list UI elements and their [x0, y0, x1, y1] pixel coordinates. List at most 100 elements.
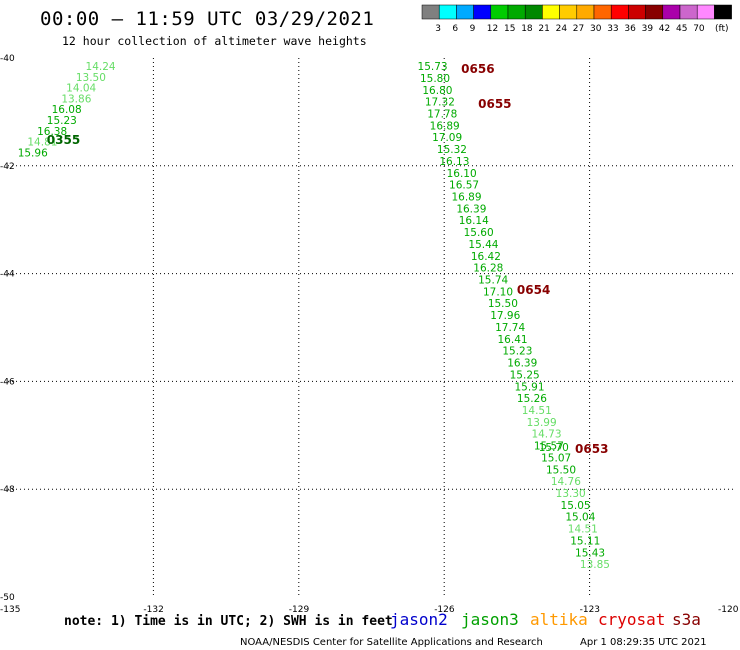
x-tick-label: -126	[434, 605, 455, 615]
y-tick-label: -50	[0, 593, 15, 603]
x-tick-label: -120	[718, 605, 739, 615]
swh-value: 13.99	[527, 417, 557, 429]
colorbar-label: 15	[504, 24, 515, 34]
x-tick-label: -132	[143, 605, 163, 615]
pass-time-label: 0656	[461, 62, 494, 76]
swh-value: 16.80	[422, 85, 452, 97]
credit-text: NOAA/NESDIS Center for Satellite Applica…	[240, 637, 543, 648]
swh-value: 15.04	[565, 512, 595, 524]
swh-value: 17.78	[427, 109, 457, 121]
colorbar-swatch	[421, 4, 440, 20]
colorbar-label: 30	[590, 24, 602, 34]
colorbar: 3 6 9 12 15 18 21 24 27 30 33 36 39 42 45 70 (ft)	[421, 4, 732, 34]
colorbar-label: 45	[676, 24, 687, 34]
satellite-cryosat: cryosat	[598, 610, 665, 629]
y-tick-label: -42	[0, 162, 15, 172]
swh-value: 14.73	[531, 429, 561, 441]
colorbar-swatch	[456, 4, 474, 20]
colorbar-label: 18	[521, 24, 533, 34]
swh-value: 17.96	[490, 310, 520, 322]
swh-value: 15.96	[18, 147, 48, 159]
x-tick-label: -123	[580, 605, 600, 615]
swh-value: 17.32	[425, 97, 455, 109]
pass-time-label: 0655	[478, 97, 511, 111]
swh-value: 16.57	[449, 180, 479, 192]
colorbar-swatch	[679, 4, 698, 20]
swh-value: 16.08	[52, 104, 82, 116]
colorbar-swatch	[628, 4, 646, 20]
swh-value: 14.24	[86, 61, 116, 73]
swh-value: 15.32	[437, 144, 467, 156]
swh-value: 15.07	[541, 452, 571, 464]
swh-value: 15.50	[488, 298, 518, 310]
swh-value: 17.10	[483, 286, 513, 298]
swh-value: 14.81	[27, 137, 57, 149]
colorbar-label: 24	[556, 24, 568, 34]
swh-value: 15.50	[546, 464, 576, 476]
swh-value: 16.28	[473, 263, 503, 275]
pass-time-label: 0653	[575, 442, 608, 456]
swh-value: 17.74	[495, 322, 525, 334]
colorbar-label: 12	[487, 24, 498, 34]
colorbar-swatch	[507, 4, 526, 20]
swh-value: 16.14	[459, 215, 489, 227]
satellite-legend: jason2 jason3 altika cryosat s3a	[390, 610, 701, 629]
swh-value: 15.43	[575, 547, 605, 559]
swh-value: 15.70	[539, 442, 569, 454]
y-tick-label: -40	[0, 54, 15, 64]
y-tick-label: -46	[0, 377, 15, 387]
pass-time-label: 0654	[517, 283, 550, 297]
swh-value: 15.23	[502, 346, 532, 358]
swh-value: 15.26	[517, 393, 547, 405]
swh-value: 16.38	[37, 126, 67, 138]
swh-value: 14.51	[568, 524, 598, 536]
swh-value: 16.89	[430, 120, 460, 132]
y-tick-label: -48	[0, 485, 15, 495]
colorbar-label: 21	[538, 24, 549, 34]
swh-value: 16.41	[498, 334, 528, 346]
colorbar-swatch	[438, 4, 457, 20]
satellite-s3a: s3a	[672, 610, 701, 629]
colorbar-swatch	[490, 4, 509, 20]
colorbar-swatch	[696, 4, 715, 20]
colorbar-label: 33	[607, 24, 618, 34]
colorbar-swatch	[542, 4, 560, 20]
swh-value: 15.60	[464, 227, 494, 239]
swh-value: 13.85	[580, 559, 610, 571]
colorbar-label: 3	[435, 24, 441, 34]
swh-value: 14.76	[551, 476, 581, 488]
colorbar-label: 70	[693, 24, 705, 34]
x-tick-label: -135	[0, 605, 20, 615]
swh-value: 17.09	[432, 132, 462, 144]
swh-value: 16.89	[451, 192, 481, 204]
swh-value: 15.23	[47, 115, 77, 127]
colorbar-swatch	[714, 4, 732, 20]
x-tick-label: -129	[289, 605, 310, 615]
swh-value: 14.04	[66, 83, 96, 95]
note-text: note: 1) Time is in UTC; 2) SWH is in fe…	[64, 614, 393, 629]
colorbar-label: 42	[659, 24, 670, 34]
swh-value: 13.30	[556, 488, 586, 500]
swh-value: 15.44	[468, 239, 498, 251]
colorbar-unit: (ft)	[715, 24, 729, 34]
colorbar-label: 36	[624, 24, 636, 34]
swh-value: 16.39	[456, 203, 486, 215]
colorbar-swatch	[524, 4, 543, 20]
colorbar-swatch	[473, 4, 492, 20]
swh-value: 15.80	[420, 73, 450, 85]
swh-value: 15.74	[478, 275, 508, 287]
colorbar-swatch	[662, 4, 681, 20]
grid-layer	[8, 58, 735, 597]
chart-subtitle: 12 hour collection of altimeter wave hei…	[62, 34, 367, 48]
timestamp-text: Apr 1 08:29:35 UTC 2021	[580, 637, 707, 648]
swh-value: 15.25	[510, 369, 540, 381]
colorbar-swatch	[559, 4, 578, 20]
pass-time-label: 0355	[47, 133, 80, 147]
colorbar-swatch	[576, 4, 595, 20]
points-layer: 14.2413.5014.0413.8616.0815.2316.3814.81…	[18, 61, 610, 571]
swh-value: 15.73	[418, 61, 448, 73]
swh-value: 13.86	[61, 93, 91, 105]
satellite-altika: altika	[530, 610, 588, 629]
colorbar-label: 9	[470, 24, 476, 34]
